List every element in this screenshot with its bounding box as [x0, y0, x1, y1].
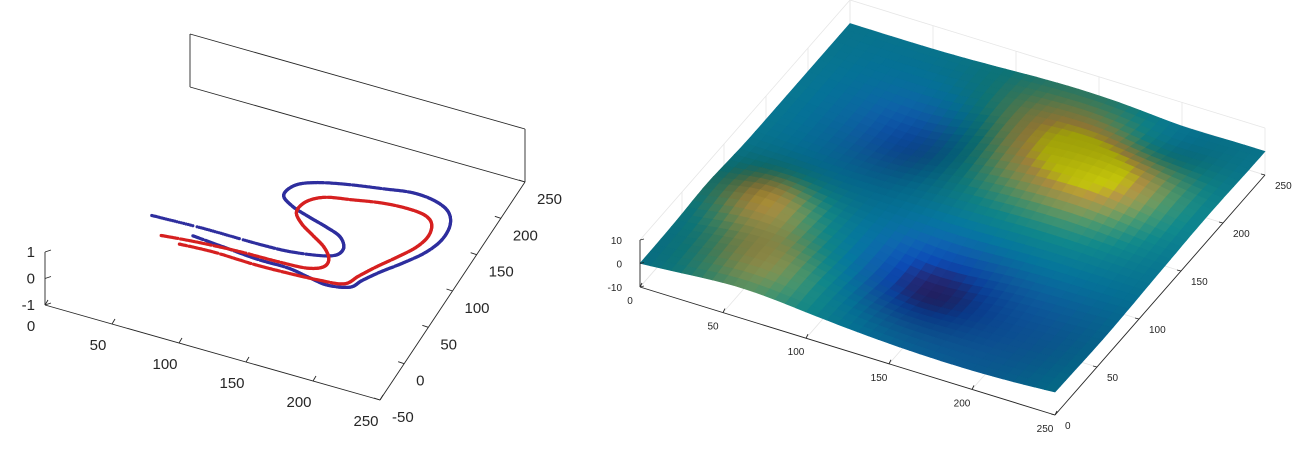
x-tick-mark	[1054, 410, 1058, 416]
y-tick-label: 100	[1149, 325, 1166, 336]
trajectory-point	[191, 234, 195, 238]
x-tick-label: 50	[707, 322, 719, 333]
y-tick-mark	[1176, 269, 1182, 272]
y-tick-mark	[494, 215, 501, 219]
x-tick-label: 100	[152, 356, 177, 373]
y-axis-line	[1054, 174, 1266, 416]
z-tick-label: 0	[616, 260, 622, 271]
z-tick-mark	[639, 285, 645, 288]
x-tick-mark	[312, 375, 317, 382]
surface-chart: 0 50 100 150 200 250 0 50 100 150 200 250 -10 0 10	[608, 0, 1292, 435]
back-edge	[189, 86, 526, 183]
surface-patch	[1044, 383, 1061, 393]
y-tick-mark	[373, 397, 381, 401]
x-tick-mark	[888, 359, 892, 365]
x-tick-mark	[111, 318, 116, 325]
trajectory-point	[237, 237, 241, 241]
trajectory-point	[209, 243, 213, 247]
x-axis-line	[44, 304, 381, 401]
x-tick-mark	[971, 385, 975, 390]
trajectory-point	[348, 183, 352, 187]
y-tick-label: 0	[1065, 421, 1071, 432]
y-tick-label: 50	[1107, 373, 1119, 384]
x-axis-line	[639, 286, 1056, 416]
y-tick-label: 250	[1275, 181, 1292, 192]
x-tick-mark	[379, 394, 384, 401]
grid-line	[639, 0, 851, 241]
y-tick-label: 150	[1191, 277, 1208, 288]
trajectory-chart: 0 50 100 150 200 250 -50 0 50 100 150 200 250 -1 0 1	[22, 33, 562, 430]
x-tick-label: 0	[627, 296, 633, 307]
x-tick-mark	[639, 282, 643, 288]
trajectory-point	[204, 238, 208, 242]
y-tick-label: 100	[465, 300, 490, 317]
back-edge	[189, 33, 526, 130]
y-tick-mark	[518, 179, 526, 183]
x-tick-label: 150	[871, 373, 888, 384]
trajectory-point	[301, 252, 305, 256]
trajectory-point	[277, 260, 281, 264]
z-tick-mark	[639, 262, 645, 264]
x-tick-mark	[722, 308, 726, 313]
y-tick-mark	[470, 252, 477, 256]
y-tick-mark	[1218, 221, 1224, 224]
trajectory-point	[379, 186, 383, 191]
x-tick-label: 200	[286, 394, 311, 411]
y-tick-label: 50	[440, 336, 457, 353]
surface	[639, 23, 1266, 393]
z-tick-label: 1	[27, 244, 35, 261]
x-tick-mark	[805, 333, 809, 339]
y-tick-label: -50	[392, 409, 414, 426]
y-tick-label: 0	[416, 373, 424, 390]
y-tick-mark	[1092, 365, 1098, 368]
grid-line	[849, 0, 1266, 129]
y-tick-label: 200	[513, 227, 538, 244]
y-tick-label: 150	[489, 264, 514, 281]
y-tick-mark	[422, 324, 429, 328]
trajectory-point	[191, 224, 195, 228]
trajectory-point	[252, 262, 256, 266]
x-tick-label: 100	[788, 347, 805, 358]
x-tick-mark	[245, 356, 250, 363]
z-tick-label: 10	[611, 236, 623, 247]
trajectory-point	[219, 252, 223, 256]
trajectory-point	[244, 251, 248, 255]
x-tick-label: 150	[219, 375, 244, 392]
trajectory-point	[176, 236, 180, 240]
z-tick-label: 0	[27, 271, 35, 288]
y-tick-mark	[446, 288, 453, 292]
z-tick-label: -1	[22, 297, 35, 314]
x-tick-label: 200	[954, 398, 971, 409]
x-tick-label: 50	[90, 337, 107, 354]
y-tick-label: 250	[537, 191, 562, 208]
x-tick-label: 250	[353, 413, 378, 430]
trajectory-series	[150, 180, 453, 289]
trajectory-series	[159, 195, 434, 286]
y-tick-mark	[1134, 317, 1140, 320]
trajectory-point	[177, 242, 181, 246]
y-tick-mark	[398, 361, 405, 365]
z-tick-mark	[44, 249, 52, 253]
x-tick-label: 250	[1037, 424, 1054, 435]
z-tick-label: -10	[608, 283, 623, 294]
trajectory-point	[187, 244, 191, 248]
z-tick-mark	[639, 238, 645, 241]
x-tick-label: 0	[27, 318, 35, 335]
y-tick-mark	[1050, 413, 1056, 416]
x-tick-mark	[44, 299, 49, 306]
z-tick-mark	[44, 276, 52, 279]
x-tick-mark	[178, 337, 183, 344]
y-tick-mark	[1260, 173, 1266, 176]
y-tick-label: 200	[1233, 229, 1250, 240]
z-tick-mark	[44, 302, 52, 306]
